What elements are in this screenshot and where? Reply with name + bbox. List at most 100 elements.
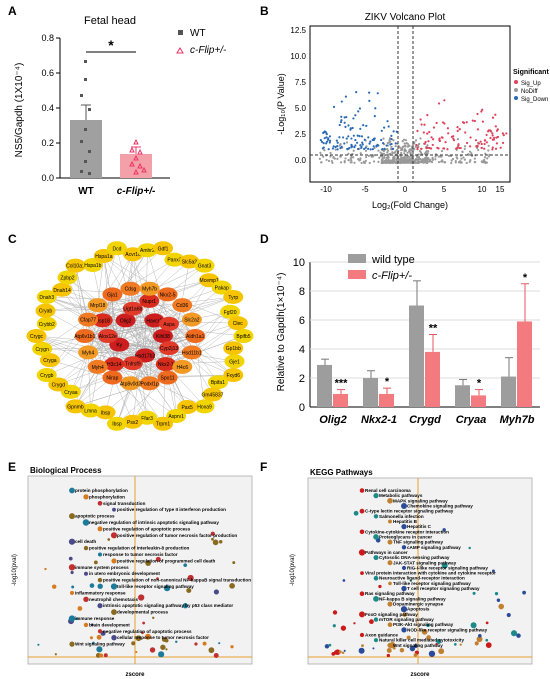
- network-node-label: Fgf20: [224, 310, 237, 316]
- bubble-term-point: [401, 565, 407, 571]
- panel-label-a: A: [8, 4, 17, 18]
- bubble-term-point: [387, 560, 393, 566]
- bubble-term-point: [97, 526, 103, 532]
- volcano-point-down: [361, 141, 364, 144]
- volcano-point-up: [431, 138, 435, 141]
- volcano-point-up: [456, 146, 459, 149]
- panel-b-legend-up: Sig_Up: [521, 81, 541, 87]
- network-edge: [88, 323, 170, 353]
- bubble-term-label: Dopaminergic synapse: [393, 602, 444, 607]
- volcano-point-down: [340, 100, 343, 103]
- bubble-term-label: MAPK signaling pathway: [393, 498, 448, 503]
- network-node-label: Nkx2-5: [160, 292, 176, 298]
- svg-text:12.5: 12.5: [290, 26, 306, 35]
- volcano-point-nodiff: [455, 156, 458, 159]
- panel-b-title: ZIKV Volcano Plot: [365, 12, 446, 23]
- bubble-term-point: [359, 591, 365, 597]
- volcano-point-nodiff: [389, 152, 392, 155]
- network-node-label: Cd36: [176, 303, 188, 309]
- bubble-term-label: Salmonella infection: [379, 514, 424, 519]
- bubble-point: [498, 603, 505, 610]
- network-node-label: Nupr1: [142, 299, 156, 305]
- volcano-point-down: [325, 140, 329, 143]
- volcano-point-down: [336, 148, 339, 151]
- bubble-term-point: [387, 642, 393, 648]
- network-node: [211, 280, 232, 295]
- network-node: [122, 356, 143, 371]
- volcano-point-nodiff: [434, 155, 437, 158]
- bubble-term-label: developmental process: [117, 610, 169, 615]
- bubble-point: [474, 641, 479, 646]
- volcano-point-nodiff: [416, 156, 419, 159]
- volcano-point-down: [390, 142, 393, 146]
- bubble-point: [496, 598, 501, 602]
- network-node: [159, 316, 180, 331]
- volcano-point-nodiff: [320, 161, 323, 164]
- volcano-point-down: [383, 147, 386, 150]
- bubble-point: [478, 634, 482, 638]
- bubble-term-label: Wnt signaling pathway: [75, 642, 125, 647]
- network-node: [102, 370, 123, 385]
- volcano-point-nodiff: [325, 158, 328, 162]
- volcano-point-up: [427, 140, 430, 143]
- volcano-point-nodiff: [461, 150, 464, 153]
- volcano-point-nodiff: [419, 137, 422, 140]
- volcano-point-down: [361, 143, 364, 146]
- bubble-term-point: [373, 555, 379, 561]
- network-edge: [130, 288, 196, 337]
- volcano-point-down: [335, 139, 338, 142]
- volcano-point-nodiff: [391, 151, 394, 154]
- volcano-point-up: [494, 113, 497, 116]
- volcano-point-nodiff: [414, 139, 418, 142]
- volcano-point-up: [415, 143, 418, 147]
- volcano-point-up: [491, 138, 494, 141]
- bubble-point: [232, 561, 236, 565]
- volcano-point-nodiff: [373, 154, 376, 157]
- bubble-term-point: [401, 503, 407, 509]
- bubble-point: [135, 635, 142, 642]
- volcano-point-nodiff: [353, 161, 356, 164]
- volcano-point-nodiff: [395, 148, 399, 152]
- bubble-point: [218, 540, 223, 544]
- bubble-point: [342, 579, 346, 582]
- volcano-point-nodiff: [372, 160, 376, 163]
- panel-b-legend-title: Significant: [513, 69, 549, 76]
- volcano-point-down: [346, 147, 349, 151]
- volcano-point-nodiff: [380, 158, 384, 161]
- network-node: [92, 313, 113, 328]
- volcano-point-nodiff: [454, 161, 457, 164]
- volcano-point-down: [351, 126, 354, 130]
- svg-text:2.5: 2.5: [295, 130, 307, 139]
- volcano-point-down: [355, 90, 358, 94]
- network-node: [65, 399, 86, 414]
- volcano-point-nodiff: [347, 152, 350, 155]
- bubble-point: [229, 582, 235, 589]
- volcano-point-nodiff: [395, 158, 398, 161]
- bubble-term-label: TNF signaling pathway: [393, 540, 443, 545]
- bubble-point: [186, 587, 192, 594]
- bubble-term-point: [111, 558, 117, 564]
- bubble-term-point: [359, 529, 365, 535]
- volcano-point-nodiff: [389, 140, 392, 143]
- bubble-point: [485, 621, 489, 625]
- bubble-point: [516, 633, 521, 638]
- bubble-term-label: Metabolic pathways: [379, 493, 423, 498]
- panel-b-legend-nodiff: NoDiff: [521, 89, 538, 95]
- network-node: [194, 258, 215, 273]
- volcano-point-up: [426, 132, 429, 135]
- bubble-point: [428, 650, 436, 657]
- bubble-term-point: [82, 519, 90, 526]
- bubble-term-point: [400, 606, 408, 613]
- bubble-term-point: [358, 549, 366, 556]
- bubble-term-point: [373, 534, 379, 540]
- volcano-point-nodiff: [465, 161, 468, 165]
- volcano-point-down: [385, 144, 388, 147]
- bubble-term-label: Chemokine signaling pathway: [407, 503, 473, 508]
- volcano-point-nodiff: [364, 159, 367, 162]
- bubble-term-point: [401, 585, 407, 592]
- bubble-point: [68, 556, 73, 561]
- panel-d-bar: [363, 378, 378, 407]
- panel-b-legend-down: Sig_Down: [521, 97, 548, 103]
- bubble-term-point: [111, 635, 117, 641]
- bubble-point: [54, 653, 57, 656]
